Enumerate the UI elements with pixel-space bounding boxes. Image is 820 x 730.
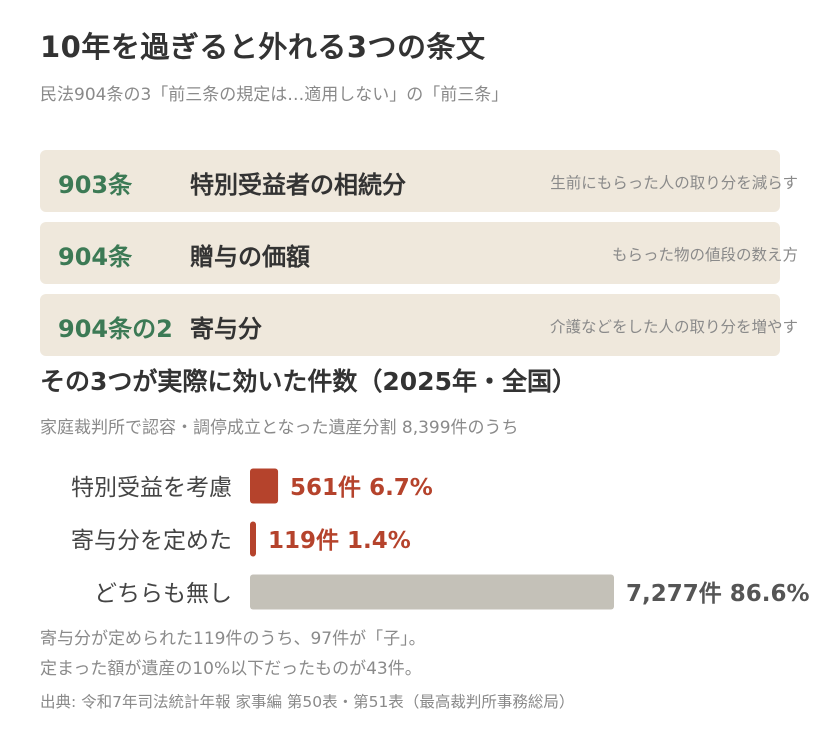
article-description: もらった物の値段の数え方 (611, 246, 798, 264)
article-card-904: 904条 贈与の価額 もらった物の値段の数え方 (40, 222, 798, 284)
article-number: 904条の2 (58, 315, 173, 343)
article-description: 介護などをした人の取り分を増やす (549, 318, 798, 336)
value-label: 119件 1.4% (268, 528, 411, 554)
page-title: 10年を過ぎると外れる3つの条文 (40, 30, 486, 64)
note-line: 寄与分が定められた119件のうち、97件が「子」。 (40, 629, 426, 649)
article-name: 寄与分 (190, 315, 262, 343)
article-name: 特別受益者の相続分 (190, 171, 406, 199)
value-label: 561件 6.7% (290, 475, 433, 501)
bar (250, 574, 614, 610)
article-description: 生前にもらった人の取り分を減らす (550, 174, 798, 192)
article-name: 贈与の価額 (190, 243, 310, 271)
article-number: 904条 (58, 243, 133, 271)
category-label: 特別受益を考慮 (71, 475, 232, 501)
note-line: 定まった額が遺産の10%以下だったものが43件。 (40, 659, 422, 679)
bar (250, 468, 279, 504)
category-label: どちらも無し (94, 581, 232, 607)
bar-chart: 特別受益を考慮 561件 6.7% 寄与分を定めた 119件 1.4% どちらも無し 7,… (71, 468, 810, 610)
chart-subtitle: 家庭裁判所で認容・調停成立となった遺産分割 8,399件のうち (40, 418, 519, 438)
notes: 寄与分が定められた119件のうち、97件が「子」。 定まった額が遺産の10%以下… (40, 624, 426, 684)
article-card-903: 903条 特別受益者の相続分 生前にもらった人の取り分を減らす (40, 150, 798, 212)
page-subtitle: 民法904条の3「前三条の規定は…適用しない」の「前三条」 (40, 85, 509, 105)
chart-title: その3つが実際に効いた件数（2025年・全国） (40, 367, 577, 396)
bar (250, 521, 256, 557)
source-citation: 出典: 令和7年司法統計年報 家事編 第50表・第51表（最高裁判所事務総局） (40, 693, 575, 711)
article-number: 903条 (58, 171, 133, 199)
value-label: 7,277件 86.6% (626, 581, 810, 607)
category-label: 寄与分を定めた (71, 528, 232, 554)
article-cards: 903条 特別受益者の相続分 生前にもらった人の取り分を減らす 904条 贈与の… (40, 150, 798, 366)
article-card-904-2: 904条の2 寄与分 介護などをした人の取り分を増やす (40, 294, 798, 356)
